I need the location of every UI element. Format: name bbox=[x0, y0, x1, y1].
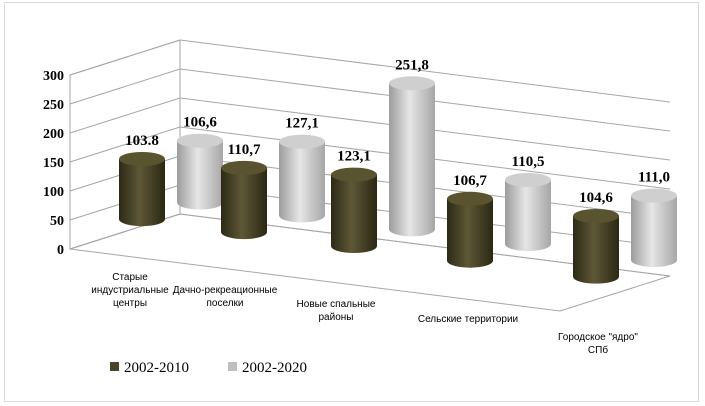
data-label: 104,6 bbox=[579, 190, 613, 206]
bar-top bbox=[119, 152, 165, 166]
bar-2002-2010 bbox=[447, 192, 493, 268]
category-label: индустриальные bbox=[91, 285, 169, 296]
bar-body bbox=[279, 142, 325, 223]
legend-swatch bbox=[110, 362, 119, 371]
legend-swatch bbox=[228, 362, 237, 371]
data-label: 127,1 bbox=[285, 116, 319, 132]
legend-label: 2002-2010 bbox=[124, 360, 189, 376]
y-tick-label: 250 bbox=[43, 98, 64, 113]
y-axis-ticks: 0 50 100 150 200 250 300 bbox=[43, 69, 64, 258]
category-label: СПб bbox=[588, 344, 608, 356]
bar-body bbox=[505, 180, 551, 251]
data-label: 106,6 bbox=[183, 115, 217, 131]
category-labels: Старые индустриальные центры Дачно-рекреаци… bbox=[91, 272, 638, 356]
category-label: Новые спальные bbox=[297, 299, 376, 310]
y-tick-label: 150 bbox=[43, 156, 64, 171]
legend-label: 2002-2020 bbox=[242, 360, 307, 376]
data-label: 111,0 bbox=[638, 170, 670, 186]
bar-2002-2020 bbox=[279, 135, 325, 223]
category-label: Городское "ядро" bbox=[558, 332, 638, 343]
bar-body bbox=[447, 199, 493, 268]
data-label: 103.8 bbox=[125, 133, 159, 149]
bar-2002-2010 bbox=[119, 152, 165, 226]
data-label: 110,7 bbox=[228, 142, 261, 158]
gridline-side bbox=[70, 98, 180, 133]
gridline-side bbox=[70, 69, 180, 104]
bar-2002-2010 bbox=[331, 168, 377, 253]
bar-body bbox=[119, 159, 165, 226]
bar-top bbox=[177, 134, 223, 148]
bar-body bbox=[389, 83, 435, 236]
bar-top bbox=[279, 135, 325, 149]
data-label: 110,5 bbox=[512, 154, 545, 170]
bar-body bbox=[631, 196, 677, 267]
data-label: 106,7 bbox=[453, 173, 487, 189]
y-tick-label: 200 bbox=[43, 127, 64, 142]
category-label: Старые bbox=[112, 272, 148, 283]
bar-2002-2020 bbox=[631, 189, 677, 267]
data-label: 123,1 bbox=[337, 149, 371, 165]
data-label: 251,8 bbox=[395, 57, 429, 73]
bar-2002-2020 bbox=[389, 76, 435, 236]
bar-top bbox=[631, 189, 677, 203]
bar-2002-2020 bbox=[505, 173, 551, 251]
y-tick-label: 0 bbox=[57, 243, 64, 258]
bar-top bbox=[447, 192, 493, 206]
bar-body bbox=[177, 141, 223, 210]
bar-2002-2010 bbox=[573, 209, 619, 284]
bar-top bbox=[389, 76, 435, 90]
y-tick-label: 100 bbox=[43, 185, 64, 200]
bar-top bbox=[505, 173, 551, 187]
bar-2002-2010 bbox=[221, 161, 267, 239]
bar-body bbox=[331, 175, 377, 253]
y-tick-label: 300 bbox=[43, 69, 64, 84]
bar-top bbox=[221, 161, 267, 175]
bar-body bbox=[573, 216, 619, 284]
category-label: районы bbox=[319, 312, 354, 323]
legend: 2002-2010 2002-2020 bbox=[110, 360, 307, 376]
gridline-side bbox=[70, 40, 180, 75]
category-label: поселки bbox=[206, 298, 243, 309]
category-label: центры bbox=[113, 298, 147, 309]
bar-body bbox=[221, 168, 267, 239]
bars bbox=[119, 76, 677, 283]
bar-2002-2020 bbox=[177, 134, 223, 210]
category-label: Дачно-рекреационные bbox=[173, 285, 278, 296]
bar-top bbox=[573, 209, 619, 223]
category-label: Сельские территории bbox=[418, 314, 518, 325]
y-tick-label: 50 bbox=[50, 214, 64, 229]
bar-top bbox=[331, 168, 377, 182]
